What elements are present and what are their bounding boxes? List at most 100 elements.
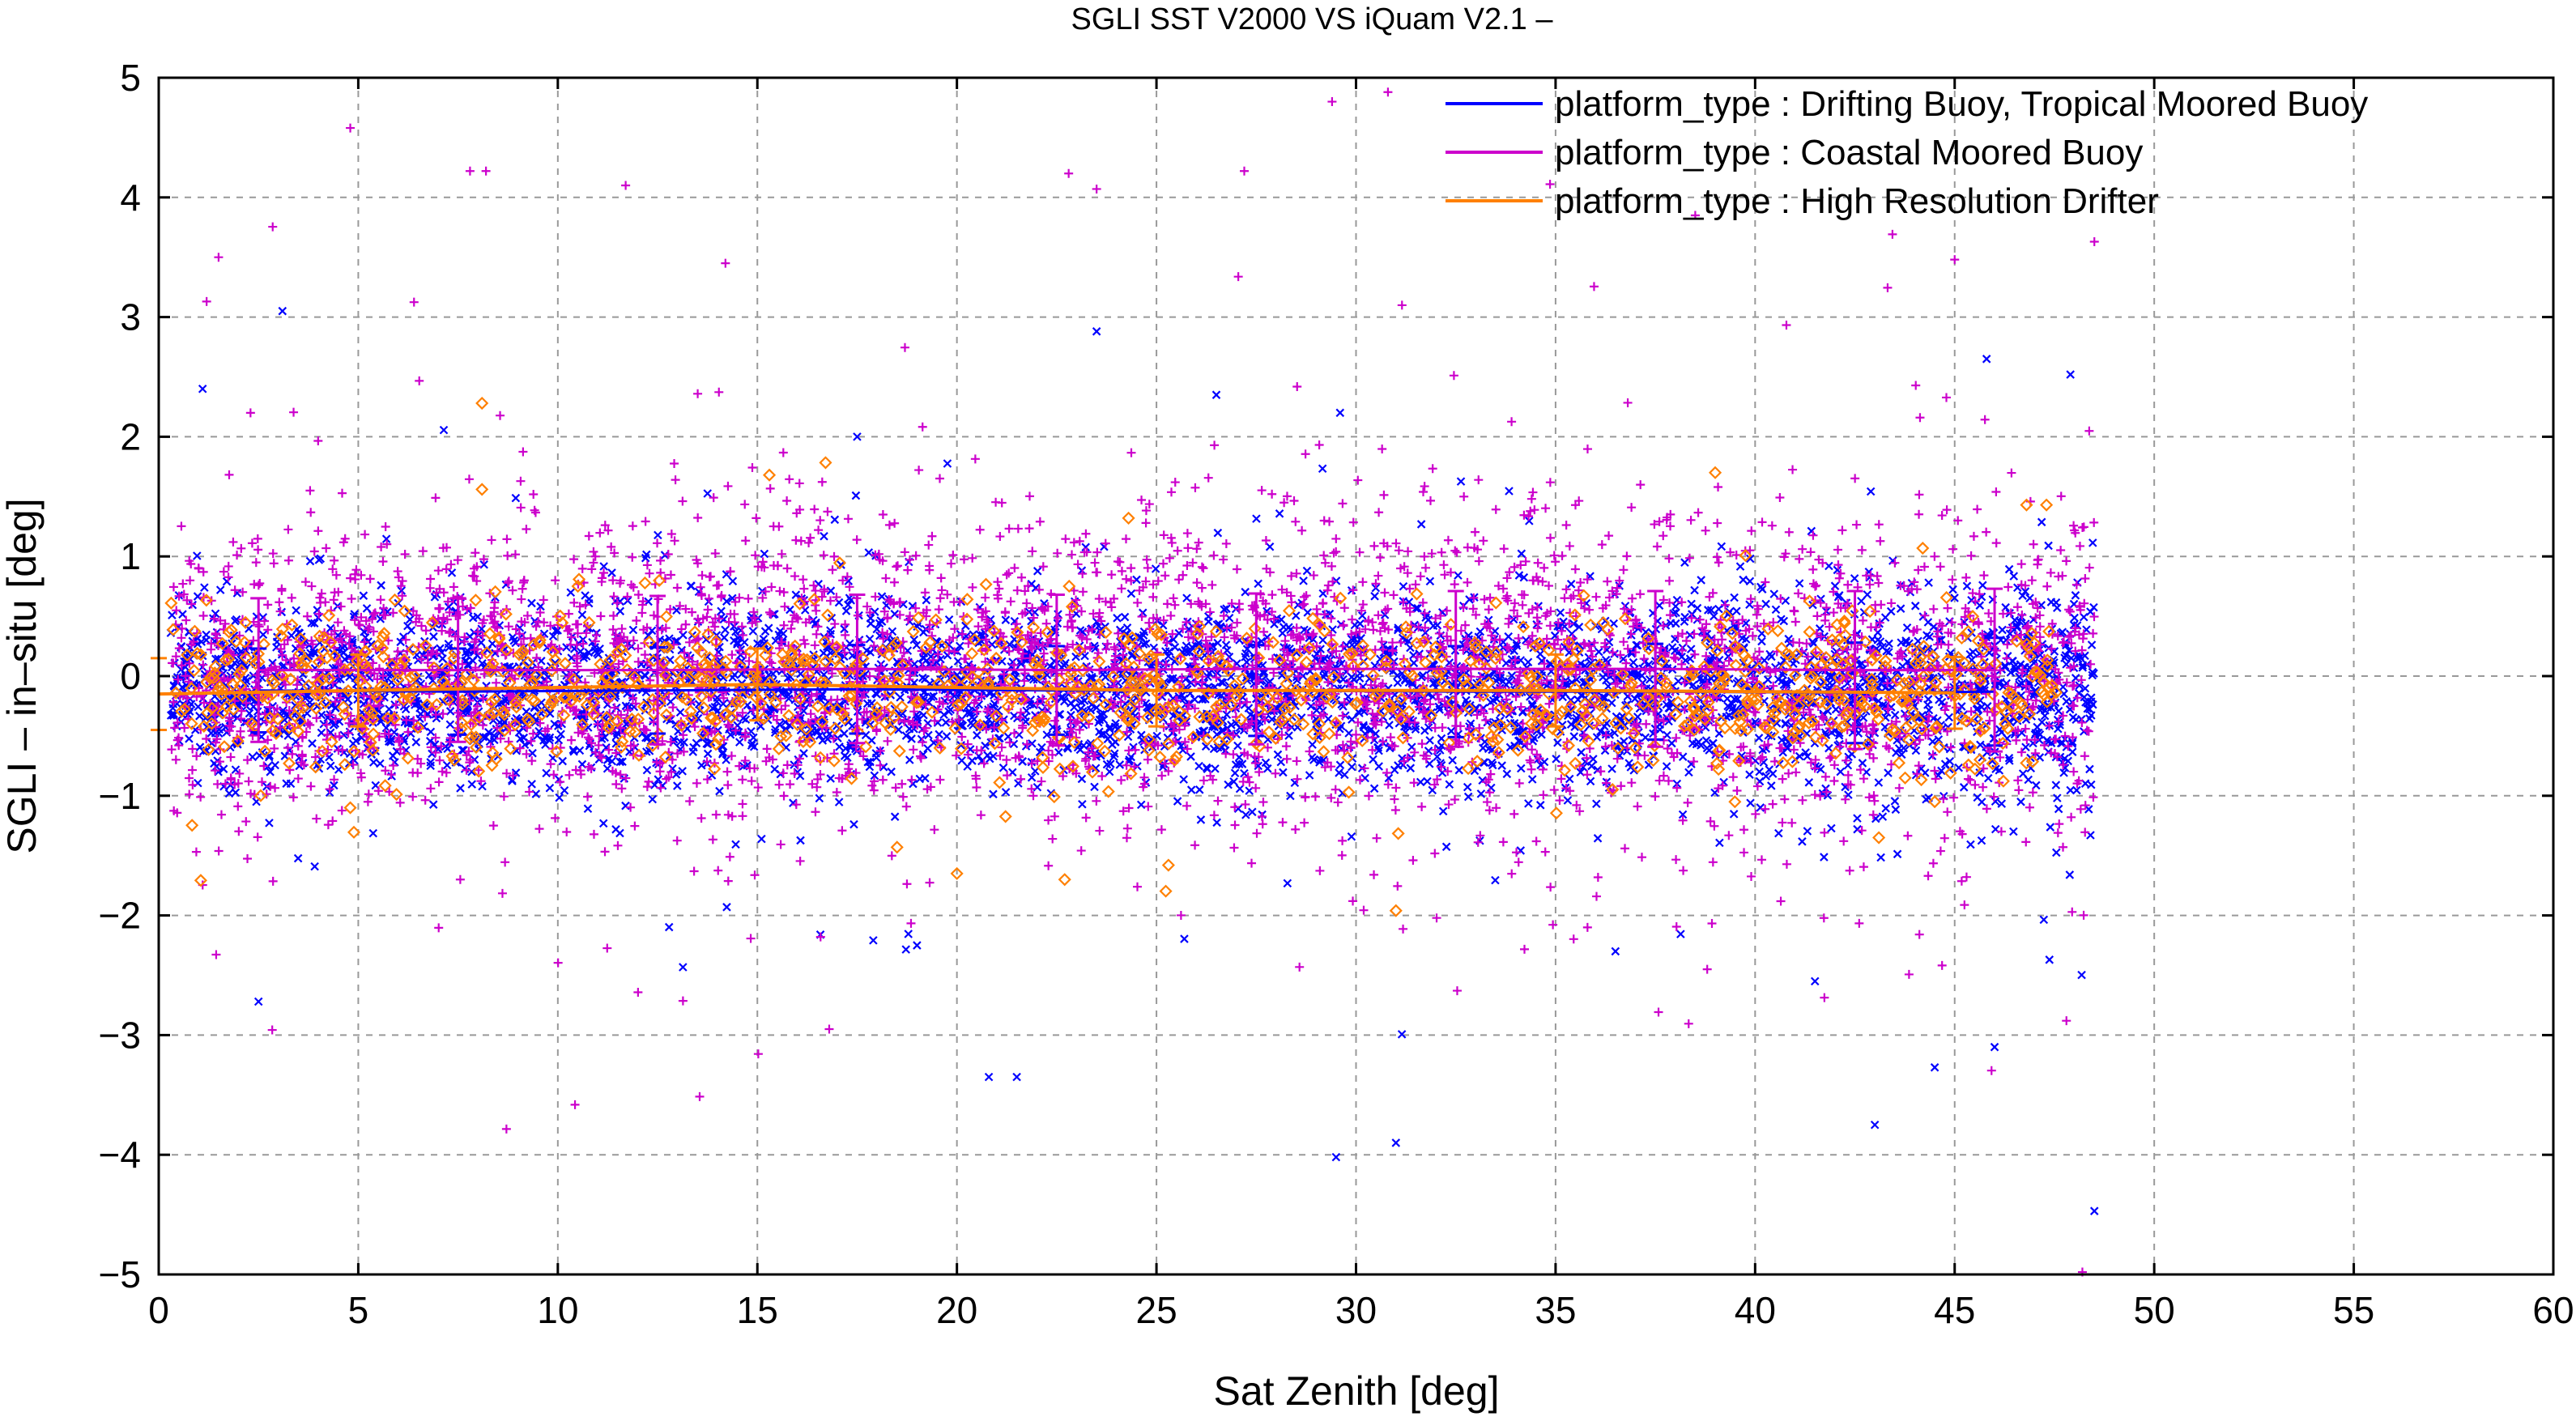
data-point bbox=[1948, 585, 1957, 594]
data-point bbox=[1852, 520, 1862, 530]
data-point bbox=[735, 738, 744, 747]
data-point bbox=[1077, 774, 1087, 784]
data-point bbox=[188, 600, 198, 610]
data-point bbox=[2065, 870, 2075, 879]
data-point bbox=[1507, 417, 1517, 427]
data-point bbox=[364, 789, 373, 799]
data-point bbox=[2066, 785, 2075, 795]
data-point bbox=[1081, 707, 1090, 717]
data-point bbox=[1233, 741, 1242, 751]
data-point bbox=[1374, 762, 1383, 771]
data-point bbox=[1434, 702, 1444, 712]
data-point bbox=[215, 585, 225, 594]
data-point bbox=[1873, 636, 1883, 645]
data-point bbox=[338, 488, 347, 498]
data-point bbox=[1173, 797, 1182, 806]
data-point bbox=[411, 738, 421, 747]
data-point bbox=[181, 615, 191, 625]
data-point bbox=[2009, 572, 2019, 581]
data-point bbox=[527, 780, 536, 789]
data-point bbox=[1527, 775, 1537, 784]
data-point bbox=[1248, 807, 1257, 817]
data-point bbox=[511, 493, 521, 503]
data-point bbox=[1604, 637, 1614, 647]
data-point bbox=[269, 559, 279, 568]
data-point bbox=[681, 619, 691, 629]
data-point bbox=[1126, 589, 1136, 598]
data-point bbox=[1416, 520, 1426, 529]
data-point bbox=[1843, 770, 1853, 780]
data-point bbox=[187, 765, 197, 775]
data-point bbox=[1593, 834, 1603, 843]
data-point bbox=[1221, 538, 1231, 548]
data-point bbox=[861, 718, 871, 727]
data-point bbox=[357, 733, 366, 742]
data-point bbox=[1463, 782, 1472, 792]
data-point bbox=[1186, 752, 1195, 761]
data-point bbox=[1944, 713, 1954, 722]
data-point bbox=[1252, 514, 1261, 523]
data-point bbox=[1331, 534, 1341, 543]
data-point bbox=[862, 699, 872, 708]
data-point bbox=[441, 564, 451, 574]
data-point bbox=[1302, 566, 1312, 576]
data-point bbox=[1099, 730, 1109, 738]
data-point bbox=[555, 793, 564, 802]
data-point bbox=[1798, 837, 1807, 846]
data-point bbox=[1690, 585, 1699, 595]
data-point bbox=[1746, 798, 1755, 808]
data-point bbox=[2009, 827, 2018, 836]
data-point bbox=[1645, 674, 1654, 684]
data-point bbox=[654, 530, 662, 540]
data-point bbox=[1977, 836, 1986, 845]
data-point bbox=[1427, 708, 1436, 717]
data-point bbox=[289, 407, 299, 417]
data-point bbox=[998, 763, 1008, 772]
data-point bbox=[728, 576, 738, 586]
data-point bbox=[1850, 574, 1859, 583]
data-point bbox=[308, 738, 317, 748]
data-point bbox=[673, 781, 682, 790]
data-point bbox=[1876, 853, 1885, 862]
data-point bbox=[1676, 930, 1685, 938]
data-point bbox=[1997, 799, 2007, 808]
data-point bbox=[360, 530, 370, 539]
data-point bbox=[456, 784, 465, 793]
data-point bbox=[2044, 541, 2053, 551]
data-point bbox=[1305, 771, 1314, 780]
data-point bbox=[1397, 1030, 1407, 1039]
data-point bbox=[1604, 531, 1614, 541]
data-point bbox=[1437, 734, 1446, 743]
data-point bbox=[757, 834, 766, 844]
data-point bbox=[1798, 544, 1807, 554]
data-point bbox=[1767, 781, 1776, 790]
data-point bbox=[1589, 755, 1598, 764]
data-point bbox=[1335, 768, 1343, 777]
data-point bbox=[1679, 866, 1688, 875]
data-point bbox=[764, 623, 773, 632]
data-point bbox=[1544, 581, 1554, 591]
data-point bbox=[1893, 849, 1902, 859]
data-point bbox=[826, 586, 836, 595]
data-point bbox=[1991, 797, 2000, 806]
data-point bbox=[1213, 638, 1222, 648]
data-point bbox=[2088, 538, 2097, 547]
data-point bbox=[963, 762, 972, 771]
data-point bbox=[431, 493, 441, 503]
data-point bbox=[1524, 799, 1533, 808]
data-point bbox=[1170, 643, 1180, 652]
data-point bbox=[1199, 564, 1208, 573]
data-point bbox=[1923, 695, 1933, 704]
data-point bbox=[1831, 704, 1841, 714]
data-point bbox=[806, 709, 815, 719]
data-point bbox=[1143, 802, 1153, 811]
data-point bbox=[904, 930, 913, 938]
data-point bbox=[915, 774, 925, 784]
data-point bbox=[628, 625, 638, 635]
data-point bbox=[887, 851, 896, 861]
data-point bbox=[907, 734, 916, 743]
data-point bbox=[1772, 718, 1782, 728]
data-point bbox=[385, 704, 394, 714]
data-point bbox=[2053, 793, 2062, 802]
data-point bbox=[1348, 762, 1356, 772]
